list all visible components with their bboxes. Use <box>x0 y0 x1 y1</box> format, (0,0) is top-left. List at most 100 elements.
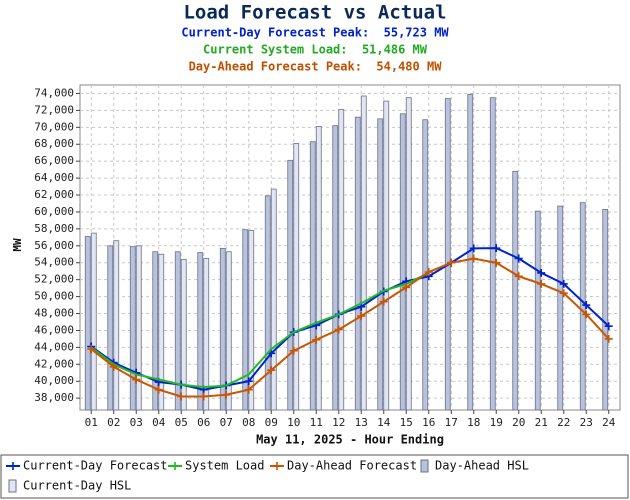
bar <box>287 159 294 411</box>
bar <box>332 125 339 411</box>
legend-marker <box>171 462 179 470</box>
y-tick-label: 44,000 <box>34 340 74 353</box>
bar <box>113 240 120 411</box>
y-tick-label: 56,000 <box>34 239 74 252</box>
x-tick-label: 15 <box>400 416 413 429</box>
bar <box>422 119 429 411</box>
y-tick-label: 40,000 <box>34 374 74 387</box>
y-tick-label: 66,000 <box>34 154 74 167</box>
bar <box>203 258 210 411</box>
bar <box>557 205 564 411</box>
series-line <box>90 271 430 389</box>
x-tick-label: 19 <box>490 416 503 429</box>
x-tick-label: 04 <box>152 416 166 429</box>
legend-label: Current-Day HSL <box>23 479 131 493</box>
legend-label: Day-Ahead Forecast <box>287 459 417 473</box>
legend-label: System Load <box>185 459 264 473</box>
bar <box>383 100 390 411</box>
bar <box>219 247 226 411</box>
point-marker <box>244 377 253 386</box>
y-tick-label: 58,000 <box>34 222 74 235</box>
point-marker <box>514 272 523 281</box>
plot-frame <box>79 84 621 411</box>
x-axis-label: May 11, 2025 - Hour Ending <box>256 433 444 447</box>
y-tick-label: 48,000 <box>34 307 74 320</box>
point-marker <box>514 254 523 263</box>
legend-marker <box>9 462 17 470</box>
x-tick-label: 24 <box>602 416 616 429</box>
x-tick-label: 01 <box>85 416 98 429</box>
y-tick-label: 52,000 <box>34 273 74 286</box>
bar <box>399 113 406 411</box>
bar <box>405 97 412 411</box>
x-tick-label: 07 <box>220 416 233 429</box>
point-marker <box>199 392 208 401</box>
y-tick-label: 68,000 <box>34 137 74 150</box>
bar <box>197 252 204 411</box>
point-marker <box>582 301 591 310</box>
x-tick-label: 10 <box>287 416 300 429</box>
point-marker <box>334 325 343 334</box>
x-tick-label: 17 <box>445 416 458 429</box>
bar <box>602 209 609 411</box>
y-tick-label: 42,000 <box>34 357 74 370</box>
legend-marker <box>273 462 281 470</box>
bar <box>489 97 496 411</box>
y-tick-label: 70,000 <box>34 120 74 133</box>
point-marker <box>469 254 478 263</box>
x-tick-label: 21 <box>535 416 548 429</box>
legend-box <box>0 454 629 499</box>
chart-title: Load Forecast vs Actual <box>183 2 446 24</box>
bar <box>293 142 300 411</box>
x-tick-label: 11 <box>310 416 323 429</box>
y-tick-label: 74,000 <box>34 86 74 99</box>
point-marker <box>447 258 456 267</box>
legend-swatch <box>8 479 17 493</box>
point-marker <box>132 375 141 384</box>
bar <box>360 95 367 411</box>
bar <box>152 251 159 411</box>
bar <box>264 195 271 411</box>
bar <box>158 253 165 411</box>
subtitle: Current System Load: 51,486 MW <box>203 43 428 57</box>
point-marker <box>177 392 186 401</box>
x-tick-label: 05 <box>175 416 188 429</box>
point-marker <box>559 289 568 298</box>
legend-label: Current-Day Forecast <box>23 459 168 473</box>
point-marker <box>289 346 298 355</box>
point-marker <box>424 268 433 277</box>
bar <box>444 98 451 411</box>
point-marker <box>222 390 231 399</box>
series-line <box>90 257 610 398</box>
y-tick-label: 60,000 <box>34 205 74 218</box>
bar <box>309 141 316 411</box>
point-marker <box>604 322 613 331</box>
bar <box>242 229 249 411</box>
legend-swatch <box>420 459 429 473</box>
bar <box>315 126 322 411</box>
x-tick-label: 20 <box>512 416 525 429</box>
bar <box>512 170 519 411</box>
x-tick-label: 02 <box>107 416 120 429</box>
y-tick-label: 38,000 <box>34 391 74 404</box>
subtitle: Day-Ahead Forecast Peak: 54,480 MW <box>189 60 443 74</box>
point-marker <box>537 279 546 288</box>
point-marker <box>604 334 613 343</box>
bar <box>270 188 277 411</box>
point-marker <box>87 345 96 354</box>
x-tick-label: 06 <box>197 416 210 429</box>
x-tick-label: 22 <box>557 416 570 429</box>
bar <box>84 236 91 411</box>
point-marker <box>244 385 253 394</box>
point-marker <box>582 310 591 319</box>
bar <box>174 251 181 411</box>
x-tick-label: 16 <box>422 416 435 429</box>
point-marker <box>559 279 568 288</box>
legend-label: Day-Ahead HSL <box>435 459 529 473</box>
bar <box>90 232 97 411</box>
x-tick-label: 23 <box>580 416 593 429</box>
bar <box>129 246 136 411</box>
bar <box>579 202 586 411</box>
